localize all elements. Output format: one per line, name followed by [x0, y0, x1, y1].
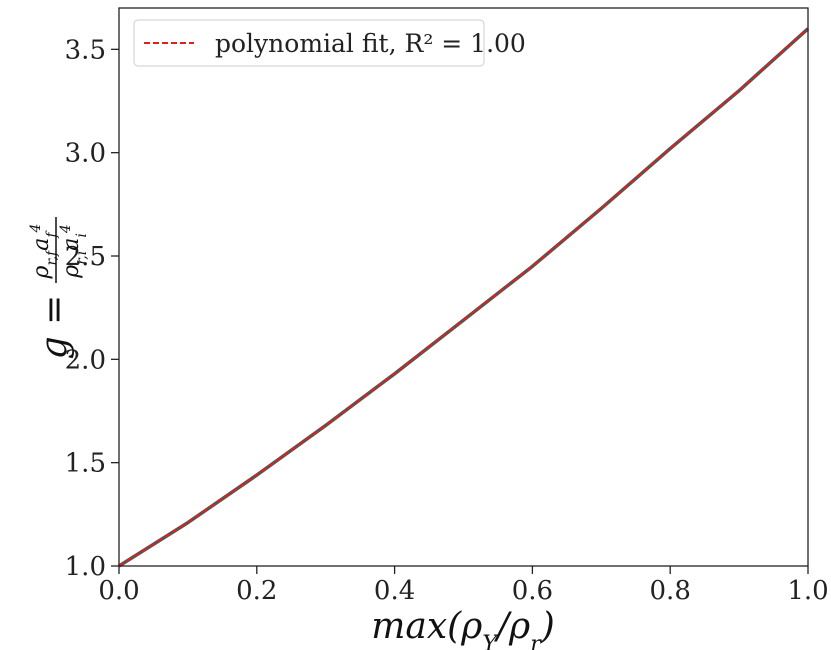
x-tick-label: 0.4 — [374, 576, 415, 606]
legend-box — [133, 19, 485, 67]
svg-text:ρr,faf4: ρr,faf4 — [28, 224, 60, 280]
x-axis-ticks: 0.0 0.2 0.4 0.6 0.8 1.0 — [98, 566, 829, 606]
y-tick-label: 2.0 — [65, 345, 106, 375]
svg-text:g =: g = — [34, 295, 75, 360]
y-tick-label: 1.5 — [65, 449, 106, 479]
x-axis-label: max(ρY/ρr) — [371, 606, 555, 650]
x-tick-label: 1.0 — [787, 576, 828, 606]
series-layer — [118, 27, 810, 568]
x-tick-label: 0.8 — [650, 576, 691, 606]
y-tick-label: 3.5 — [65, 35, 106, 65]
legend-label-fit: polynomial fit, R² = 1.00 — [215, 29, 526, 58]
legend: polynomial fit, R² = 1.00 — [133, 19, 526, 67]
plot-frame — [118, 7, 809, 567]
plot-area — [119, 8, 808, 566]
y-tick-label: 1.0 — [65, 552, 106, 582]
y-tick-label: 3.0 — [65, 139, 106, 169]
y-axis-label: g = ρr,faf4 ρr,iai4 — [28, 217, 90, 359]
x-tick-label: 0.2 — [236, 576, 277, 606]
x-tick-label: 0.6 — [512, 576, 553, 606]
y-tick-label: 2.5 — [65, 242, 106, 272]
series-line-1 — [118, 27, 809, 567]
x-tick-label: 0.0 — [98, 576, 139, 606]
y-axis-ticks: 1.0 1.5 2.0 2.5 3.0 3.5 — [65, 35, 119, 582]
